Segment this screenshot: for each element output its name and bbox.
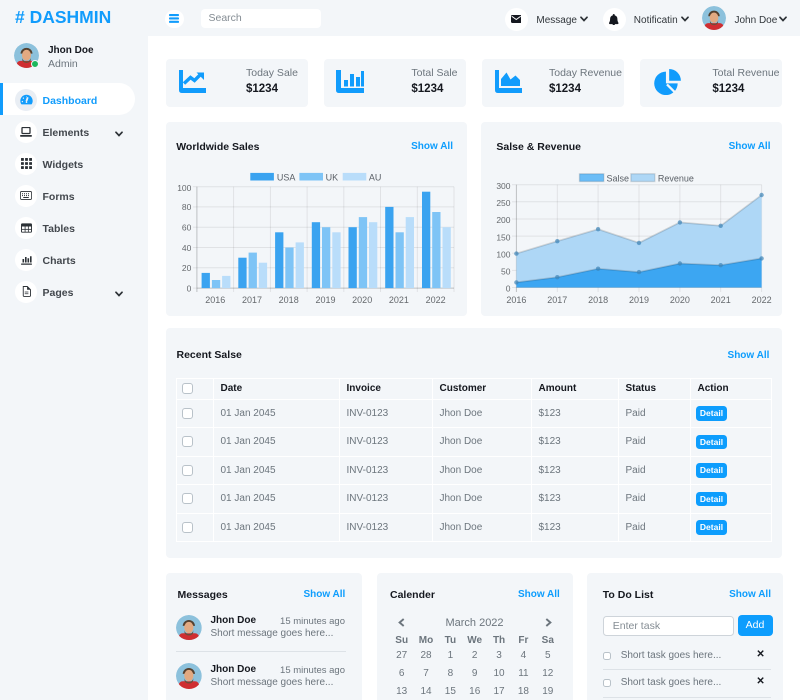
svg-text:UK: UK (326, 172, 339, 182)
svg-text:150: 150 (496, 232, 510, 242)
svg-text:2018: 2018 (588, 295, 608, 305)
svg-text:20: 20 (182, 263, 192, 273)
svg-text:100: 100 (496, 249, 510, 259)
svg-text:250: 250 (496, 198, 510, 208)
svg-text:AU: AU (369, 172, 382, 182)
svg-text:2016: 2016 (506, 295, 526, 305)
svg-text:80: 80 (182, 202, 192, 212)
svg-text:USA: USA (277, 172, 296, 182)
svg-text:0: 0 (187, 283, 192, 293)
svg-text:2018: 2018 (279, 295, 299, 305)
svg-text:Revenue: Revenue (658, 173, 694, 183)
svg-text:300: 300 (496, 181, 510, 191)
svg-text:2021: 2021 (711, 295, 731, 305)
svg-text:2022: 2022 (426, 295, 446, 305)
svg-text:2017: 2017 (242, 295, 262, 305)
svg-text:2020: 2020 (670, 295, 690, 305)
svg-text:2019: 2019 (315, 295, 335, 305)
svg-text:0: 0 (506, 284, 511, 294)
svg-text:2021: 2021 (389, 295, 409, 305)
svg-text:Salse: Salse (607, 173, 630, 183)
svg-text:200: 200 (496, 215, 510, 225)
svg-text:2019: 2019 (629, 295, 649, 305)
svg-text:100: 100 (177, 183, 191, 193)
svg-text:50: 50 (501, 267, 511, 277)
svg-text:2016: 2016 (205, 295, 225, 305)
svg-text:2017: 2017 (547, 295, 567, 305)
svg-text:60: 60 (182, 223, 192, 233)
svg-text:2020: 2020 (352, 295, 372, 305)
svg-text:2022: 2022 (752, 295, 772, 305)
svg-text:40: 40 (182, 243, 192, 253)
